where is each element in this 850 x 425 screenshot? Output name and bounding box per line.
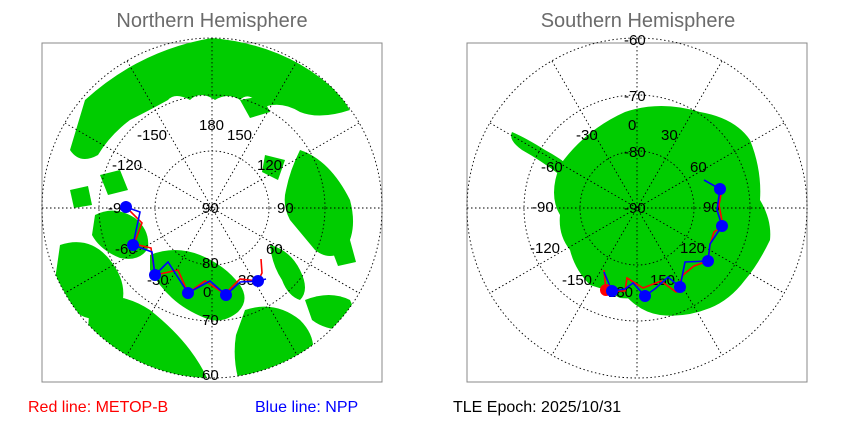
- npp-position-marker: [714, 183, 726, 195]
- north-lon-label: 120: [257, 157, 282, 174]
- npp-position-marker: [120, 201, 132, 213]
- npp-position-marker: [182, 287, 194, 299]
- north-lon-label: -120: [112, 157, 142, 174]
- npp-position-marker: [716, 220, 728, 232]
- south-lon-label: 90: [703, 199, 720, 216]
- north-lon-label: 150: [227, 127, 252, 144]
- south-lon-label: 30: [661, 127, 678, 144]
- npp-position-marker: [252, 275, 264, 287]
- south-map-title: Southern Hemisphere: [540, 10, 736, 32]
- north-lon-label: 0: [203, 284, 211, 301]
- north-lon-label: 180: [199, 117, 224, 134]
- npp-position-marker: [674, 281, 686, 293]
- south-lat-label: -90: [624, 200, 646, 217]
- npp-position-marker: [606, 285, 618, 297]
- south-lon-label: -30: [576, 127, 598, 144]
- north-lat-label: 70: [202, 312, 219, 329]
- south-graticule: [466, 37, 808, 379]
- south-lon-label: -150: [562, 272, 592, 289]
- metop-b-legend: Red line: METOP-B: [28, 399, 169, 416]
- south-lon-label: 0: [628, 117, 636, 134]
- north-graticule: [41, 37, 383, 379]
- north-lon-label: -150: [137, 127, 167, 144]
- npp-position-marker: [127, 239, 139, 251]
- north-lon-label: 60: [266, 241, 283, 258]
- south-lon-label: 120: [680, 240, 705, 257]
- npp-position-marker: [149, 269, 161, 281]
- npp-position-marker: [639, 290, 651, 302]
- tle-epoch-label: TLE Epoch: 2025/10/31: [453, 399, 622, 416]
- south-map: 0 30 60 90 120 150 180 -150 -120 -90 -60…: [466, 32, 808, 383]
- south-lat-label: -60: [624, 32, 646, 49]
- north-npp-positions: [120, 201, 264, 301]
- south-npp-positions: [606, 183, 728, 302]
- north-lat-label: 60: [202, 367, 219, 384]
- npp-position-marker: [220, 289, 232, 301]
- north-map: 180 150 120 90 60 30 0 -30 -60 -90 -120 …: [41, 37, 383, 384]
- north-lat-label: 90: [202, 200, 219, 217]
- south-lat-label: -80: [624, 144, 646, 161]
- north-landmass: [55, 38, 356, 378]
- north-lat-label: 80: [202, 255, 219, 272]
- south-lon-label: -120: [530, 240, 560, 257]
- south-lon-label: 150: [650, 272, 675, 289]
- north-map-title: Northern Hemisphere: [116, 10, 308, 32]
- south-lon-label: 60: [690, 159, 707, 176]
- south-lon-label: -60: [541, 159, 563, 176]
- south-lat-label: -70: [624, 88, 646, 105]
- npp-position-marker: [702, 255, 714, 267]
- south-lon-label: -90: [532, 199, 554, 216]
- npp-legend: Blue line: NPP: [255, 399, 359, 416]
- north-lon-label: 90: [277, 200, 294, 217]
